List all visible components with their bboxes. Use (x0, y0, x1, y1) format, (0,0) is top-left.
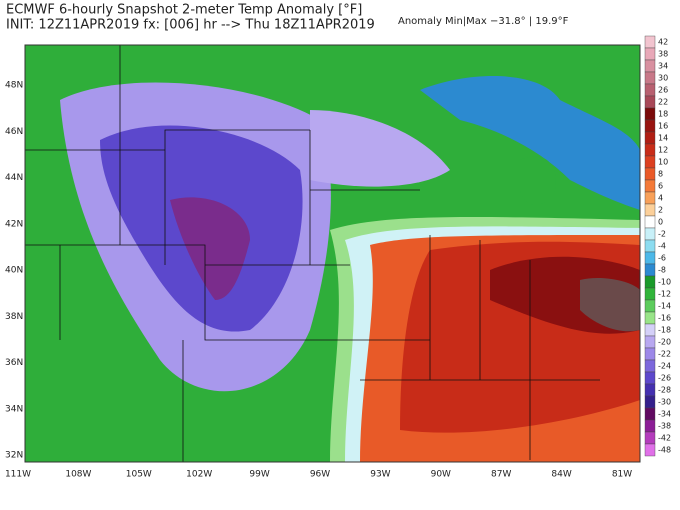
title: ECMWF 6-hourly Snapshot 2-meter Temp Ano… (6, 3, 362, 18)
colorbar-label: -24 (658, 362, 671, 371)
map (24, 44, 641, 463)
colorbar-label: 12 (658, 146, 668, 155)
lon-label: 93W (370, 470, 390, 480)
colorbar-label: 16 (658, 122, 668, 131)
lon-label: 96W (310, 470, 330, 480)
colorbar-label: -28 (658, 386, 671, 395)
colorbar-segment (644, 275, 656, 289)
lon-label: 111W (5, 470, 31, 480)
colorbar-segment (644, 371, 656, 385)
colorbar-label: 42 (658, 38, 668, 47)
colorbar-label: -10 (658, 278, 671, 287)
colorbar-segment (644, 59, 656, 73)
colorbar-label: -12 (658, 290, 671, 299)
colorbar-segment (644, 167, 656, 181)
colorbar-segment (644, 155, 656, 169)
lat-label: 44N (5, 173, 23, 183)
init-line: INIT: 12Z11APR2019 fx: [006] hr --> Thu … (6, 18, 375, 33)
lat-labels: 48N 46N 44N 42N 40N 38N 36N 34N 32N (5, 81, 23, 461)
colorbar-label: -16 (658, 314, 671, 323)
colorbar-segment (644, 383, 656, 397)
colorbar-label: 10 (658, 158, 668, 167)
colorbar-label: -22 (658, 350, 671, 359)
colorbar-label: 8 (658, 170, 663, 179)
lat-label: 46N (5, 127, 23, 137)
colorbar-segment (644, 71, 656, 85)
lon-labels: 111W 108W 105W 102W 99W 96W 93W 90W 87W 84W 81W (5, 470, 632, 480)
colorbar-label: -30 (658, 398, 671, 407)
colorbar-segment (644, 323, 656, 337)
lon-label: 84W (551, 470, 571, 480)
colorbar-label: -4 (658, 242, 666, 251)
colorbar-label: 30 (658, 74, 668, 83)
colorbar-label: 22 (658, 98, 668, 107)
lat-label: 40N (5, 266, 23, 276)
lon-label: 87W (491, 470, 511, 480)
colorbar-segment (644, 263, 656, 277)
colorbar-label: -26 (658, 374, 671, 383)
colorbar-segment (644, 347, 656, 361)
lat-label: 34N (5, 404, 23, 414)
lat-label: 42N (5, 219, 23, 229)
colorbar-label: 2 (658, 206, 663, 215)
colorbar-segment (644, 239, 656, 253)
colorbar-segment (644, 311, 656, 325)
colorbar-label: -18 (658, 326, 671, 335)
colorbar-label: -8 (658, 266, 666, 275)
lon-label: 105W (126, 470, 152, 480)
colorbar-segment (644, 95, 656, 109)
colorbar-segment (644, 395, 656, 409)
lon-label: 90W (431, 470, 451, 480)
lat-label: 38N (5, 312, 23, 322)
colorbar-segment (644, 47, 656, 61)
colorbar-segment (644, 227, 656, 241)
colorbar-label: 34 (658, 62, 668, 71)
colorbar-segment (644, 443, 656, 457)
colorbar-label: -38 (658, 422, 671, 431)
colorbar-segment (644, 179, 656, 193)
colorbar-label: -14 (658, 302, 671, 311)
lat-label: 48N (5, 81, 23, 91)
colorbar-segment (644, 419, 656, 433)
colorbar-segment (644, 287, 656, 301)
lon-label: 102W (186, 470, 212, 480)
colorbar-segment (644, 203, 656, 217)
colorbar-label: 18 (658, 110, 668, 119)
colorbar-segment (644, 119, 656, 133)
colorbar-label: 4 (658, 194, 663, 203)
colorbar-segment (644, 251, 656, 265)
lat-label: 32N (5, 451, 23, 461)
colorbar-label: -2 (658, 230, 666, 239)
lon-label: 81W (612, 470, 632, 480)
colorbar: 423834302622181614121086420-2-4-6-8-10-1… (644, 35, 671, 457)
colorbar-segment (644, 407, 656, 421)
colorbar-label: -6 (658, 254, 666, 263)
colorbar-segment (644, 191, 656, 205)
colorbar-segment (644, 359, 656, 373)
colorbar-label: 6 (658, 182, 663, 191)
lon-label: 99W (249, 470, 269, 480)
colorbar-segment (644, 131, 656, 145)
colorbar-segment (644, 143, 656, 157)
lat-label: 36N (5, 358, 23, 368)
lon-label: 108W (65, 470, 91, 480)
colorbar-label: 14 (658, 134, 668, 143)
colorbar-label: -20 (658, 338, 671, 347)
colorbar-label: 26 (658, 86, 668, 95)
colorbar-segment (644, 299, 656, 313)
colorbar-label: -48 (658, 446, 671, 455)
colorbar-segment (644, 431, 656, 445)
colorbar-label: -42 (658, 434, 671, 443)
colorbar-segment (644, 83, 656, 97)
colorbar-segment (644, 215, 656, 229)
anomaly-range: Anomaly Min|Max −31.8° | 19.9°F (398, 16, 569, 27)
colorbar-label: 38 (658, 50, 668, 59)
colorbar-segment (644, 335, 656, 349)
colorbar-segment (644, 107, 656, 121)
colorbar-label: -34 (658, 410, 671, 419)
colorbar-segment (644, 35, 656, 49)
colorbar-label: 0 (658, 218, 663, 227)
